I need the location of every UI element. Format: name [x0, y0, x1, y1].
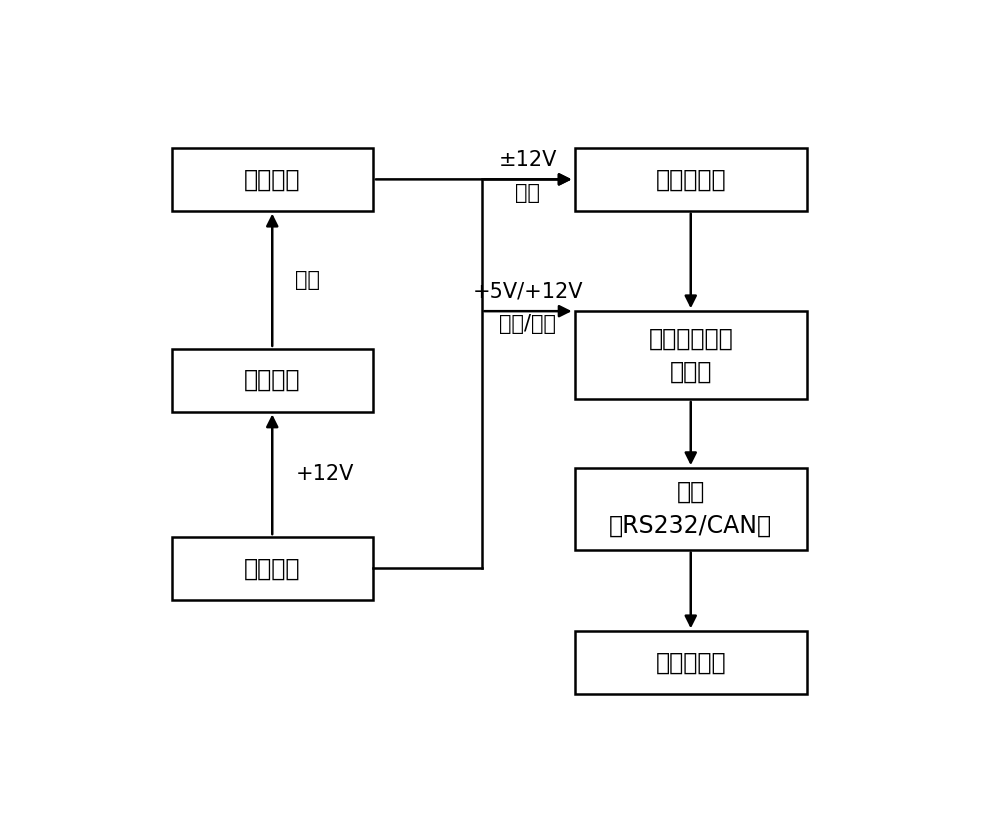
Text: +12V: +12V [296, 465, 354, 484]
Bar [574, 311, 807, 399]
Text: 数字脉冲多道
分析器: 数字脉冲多道 分析器 [648, 326, 733, 384]
Text: 主机
（RS232/CAN）: 主机 （RS232/CAN） [609, 480, 772, 538]
Text: +5V/+12V: +5V/+12V [473, 282, 583, 302]
Text: 高压电源: 高压电源 [244, 368, 300, 392]
Text: 模拟: 模拟 [516, 183, 540, 202]
Bar [172, 349, 373, 412]
Text: 核探测器: 核探测器 [244, 167, 300, 192]
Text: 低压电源: 低压电源 [244, 557, 300, 580]
Bar [172, 537, 373, 600]
Text: 数字/模拟: 数字/模拟 [500, 315, 556, 334]
Bar [172, 148, 373, 211]
Bar [574, 148, 807, 211]
Bar [574, 468, 807, 549]
Bar [574, 631, 807, 694]
Text: ±12V: ±12V [499, 150, 557, 170]
Text: 高压: 高压 [296, 270, 320, 290]
Text: 前置放大器: 前置放大器 [655, 167, 726, 192]
Text: 谱分析软件: 谱分析软件 [655, 650, 726, 675]
